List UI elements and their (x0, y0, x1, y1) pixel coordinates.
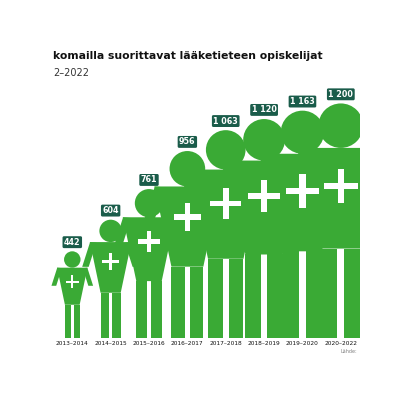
Polygon shape (344, 248, 361, 338)
Polygon shape (109, 253, 112, 270)
Text: 2014–2015: 2014–2015 (94, 341, 127, 346)
Polygon shape (261, 180, 267, 212)
Polygon shape (246, 254, 261, 338)
Polygon shape (248, 193, 280, 199)
Polygon shape (321, 248, 337, 338)
Circle shape (243, 119, 285, 160)
Polygon shape (267, 254, 283, 338)
Polygon shape (190, 267, 203, 338)
Text: 761: 761 (141, 176, 157, 184)
Text: komailla suorittavat lääketieteen opiskelijat: komailla suorittavat lääketieteen opiske… (53, 51, 323, 61)
Polygon shape (138, 240, 160, 244)
Text: 2020–2022: 2020–2022 (324, 341, 357, 346)
Polygon shape (102, 260, 119, 263)
Text: 2019–2020: 2019–2020 (286, 341, 319, 346)
Polygon shape (74, 305, 80, 338)
Polygon shape (210, 186, 232, 226)
Text: 2016–2017: 2016–2017 (171, 341, 204, 346)
Polygon shape (52, 268, 62, 286)
Polygon shape (306, 251, 322, 338)
Polygon shape (113, 217, 131, 248)
Polygon shape (369, 148, 397, 197)
Text: 2015–2016: 2015–2016 (133, 341, 165, 346)
Polygon shape (248, 154, 275, 202)
Text: 2013–2014: 2013–2014 (56, 341, 89, 346)
Polygon shape (208, 259, 223, 338)
Polygon shape (112, 293, 121, 338)
Polygon shape (286, 188, 319, 194)
Polygon shape (284, 148, 312, 197)
Polygon shape (290, 160, 317, 206)
Circle shape (281, 111, 324, 154)
Polygon shape (330, 154, 357, 202)
Polygon shape (324, 183, 358, 190)
Polygon shape (123, 217, 175, 281)
Text: 956: 956 (179, 138, 196, 146)
Polygon shape (142, 186, 165, 226)
Polygon shape (71, 276, 74, 288)
Polygon shape (147, 231, 151, 252)
Text: 2017–2018: 2017–2018 (209, 341, 242, 346)
Polygon shape (189, 170, 262, 259)
Polygon shape (210, 200, 241, 206)
Circle shape (170, 151, 205, 186)
Polygon shape (125, 242, 139, 267)
Text: 1 063: 1 063 (213, 116, 238, 126)
Polygon shape (57, 268, 88, 305)
Polygon shape (176, 170, 201, 213)
Polygon shape (172, 267, 184, 338)
Circle shape (206, 130, 246, 170)
Polygon shape (154, 186, 220, 267)
Polygon shape (185, 203, 190, 231)
Polygon shape (262, 154, 342, 251)
Polygon shape (226, 160, 302, 254)
Polygon shape (83, 268, 93, 286)
Polygon shape (151, 281, 162, 338)
Text: 2018–2019: 2018–2019 (248, 341, 280, 346)
Polygon shape (174, 214, 201, 220)
Text: 1 120: 1 120 (252, 106, 276, 114)
Circle shape (135, 189, 163, 217)
Text: 442: 442 (64, 238, 80, 247)
Polygon shape (229, 259, 244, 338)
Text: 1 200: 1 200 (328, 90, 353, 99)
Polygon shape (299, 174, 306, 208)
Polygon shape (66, 280, 79, 283)
Polygon shape (100, 293, 109, 338)
Text: 604: 604 (102, 206, 119, 215)
Text: 2–2022: 2–2022 (53, 68, 89, 78)
Polygon shape (283, 251, 299, 338)
Circle shape (99, 220, 122, 242)
Polygon shape (90, 242, 131, 293)
Text: 1 163: 1 163 (290, 97, 315, 106)
Polygon shape (65, 305, 71, 338)
Polygon shape (223, 188, 229, 219)
Text: Lähde:: Lähde: (340, 350, 357, 354)
Polygon shape (251, 170, 276, 213)
Polygon shape (338, 169, 344, 203)
Circle shape (64, 251, 80, 268)
Polygon shape (300, 148, 382, 248)
Polygon shape (136, 281, 147, 338)
Polygon shape (82, 242, 96, 267)
Circle shape (318, 104, 363, 148)
Polygon shape (167, 217, 185, 248)
Polygon shape (211, 160, 238, 206)
